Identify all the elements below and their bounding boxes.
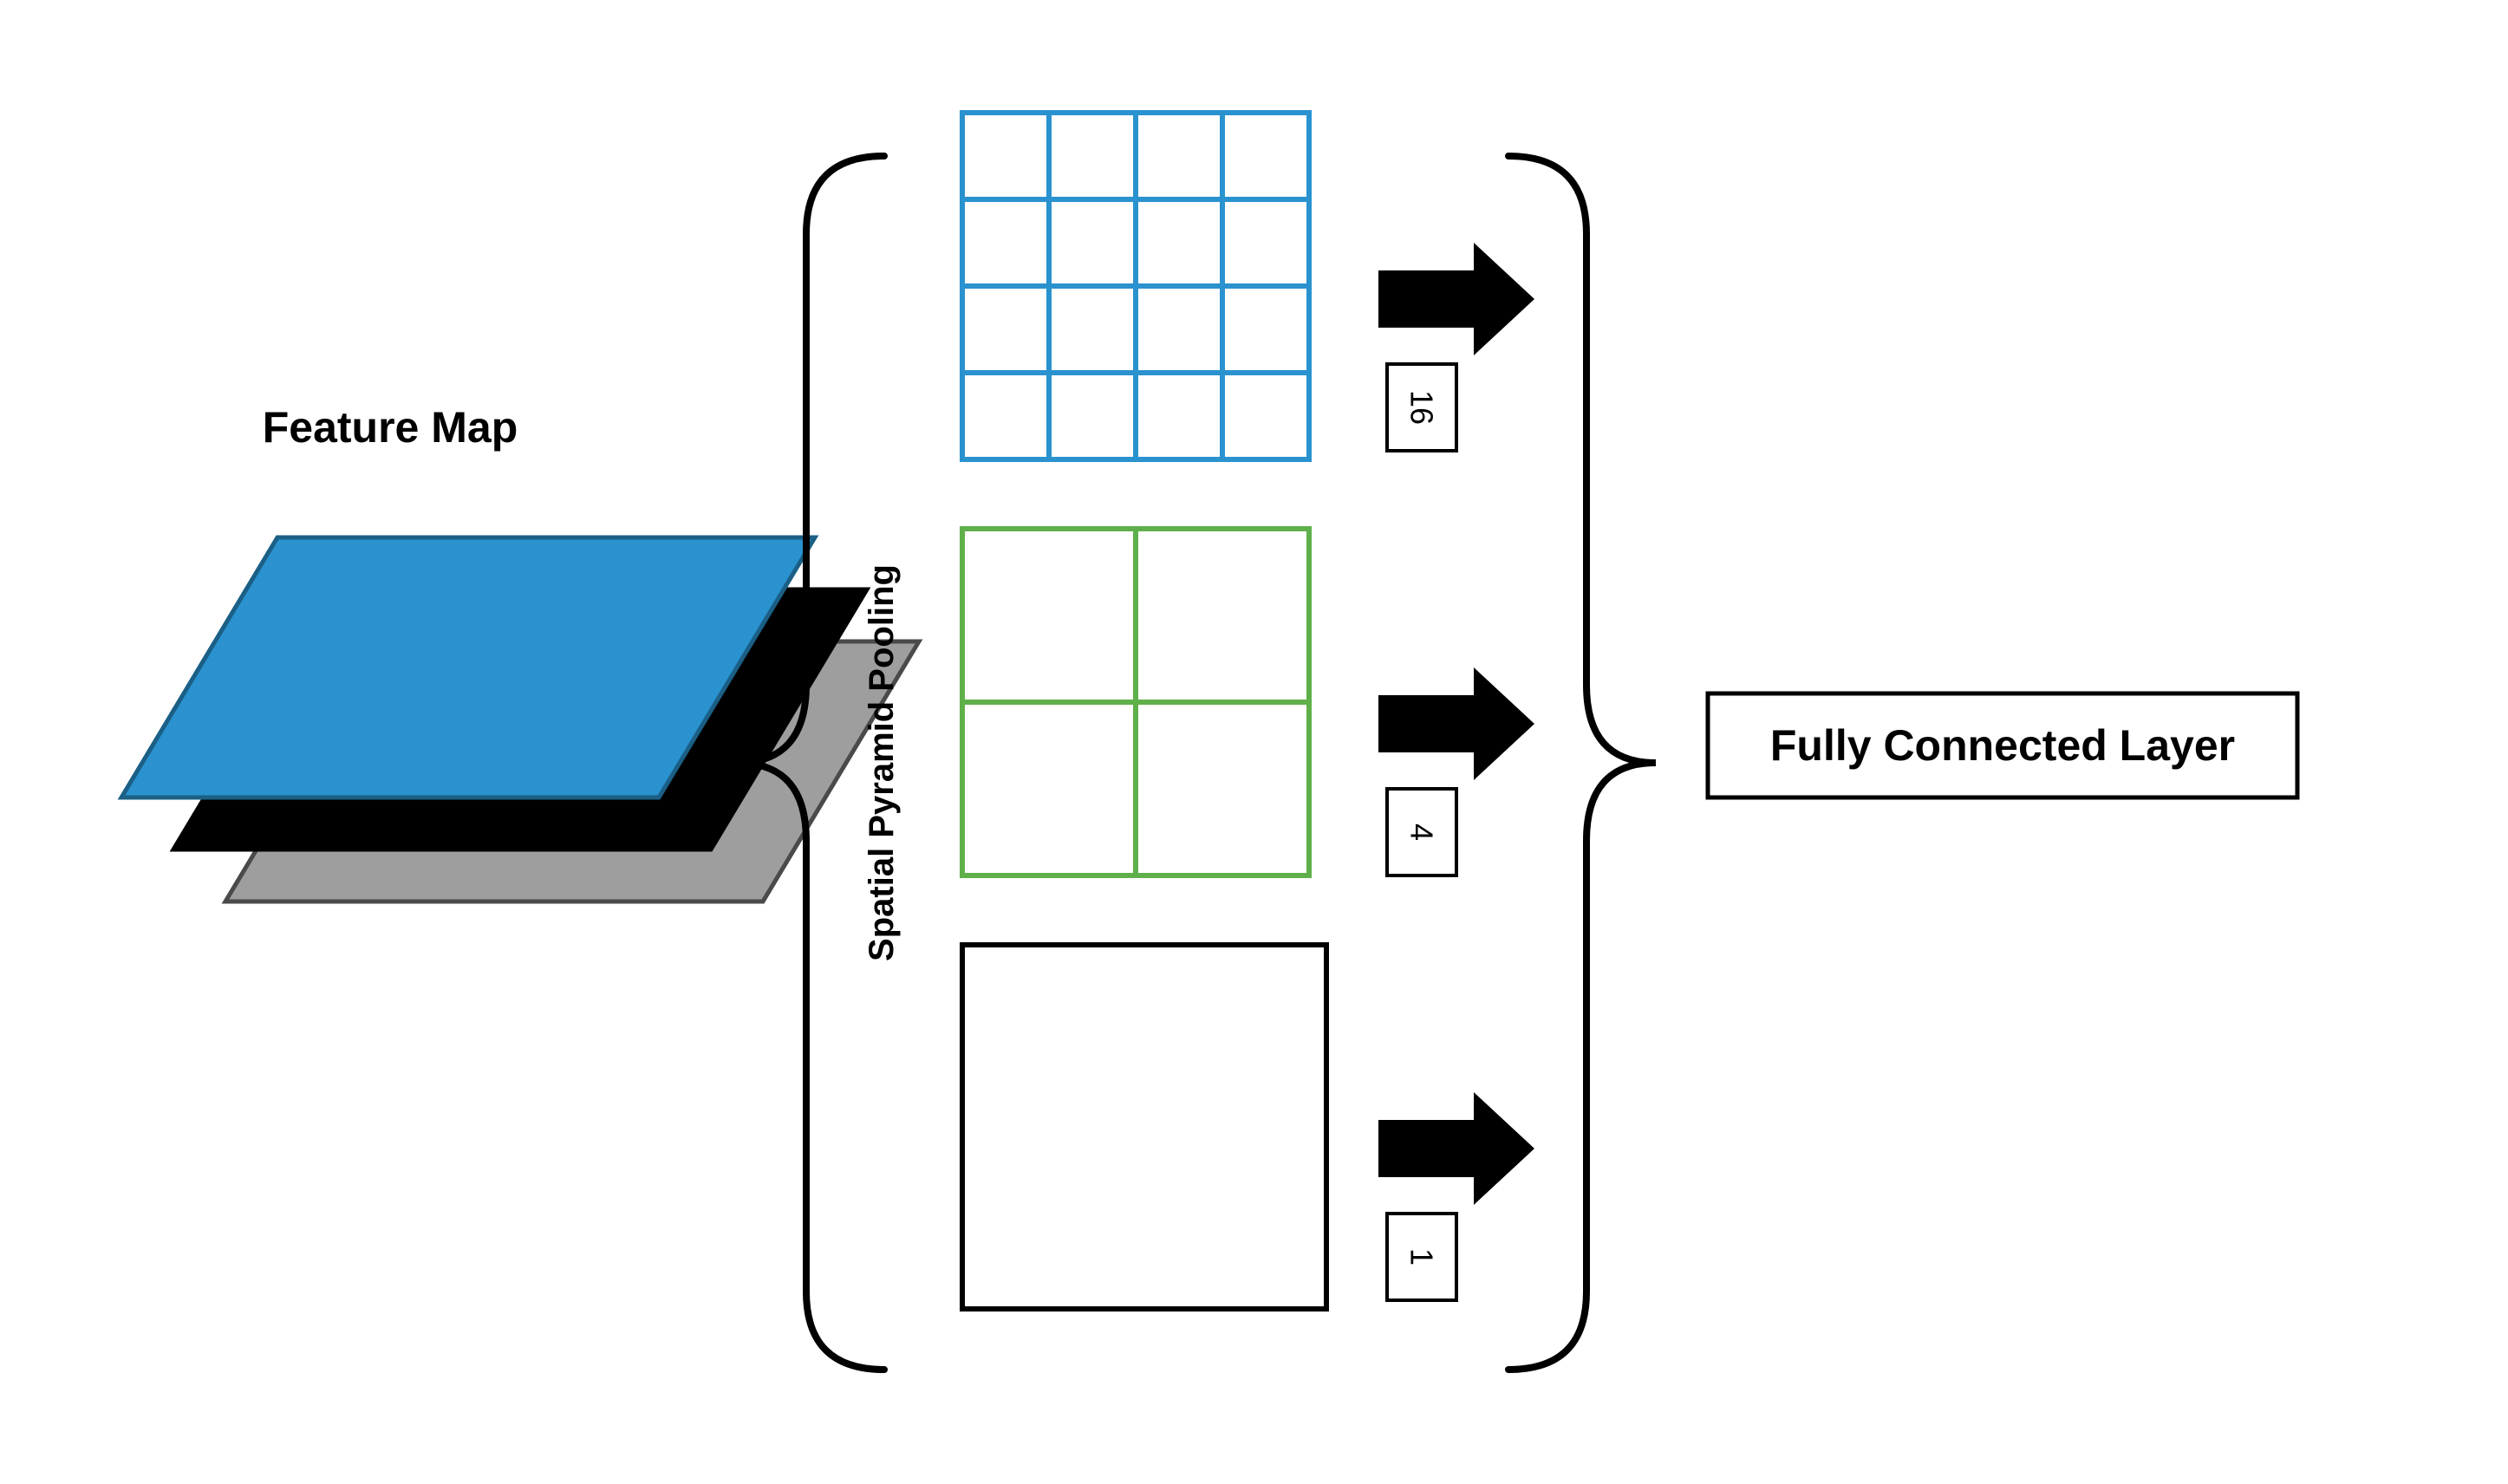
count-value-16: 16: [1404, 390, 1440, 425]
count-value-4: 4: [1404, 823, 1440, 841]
count-value-1: 1: [1404, 1248, 1440, 1266]
feature-map-title: Feature Map: [263, 403, 518, 452]
count-box-1: 1: [1387, 1214, 1456, 1300]
spp-label: Spatial Pyramid Pooling: [863, 564, 901, 961]
fc-layer-label: Fully Connected Layer: [1770, 721, 2235, 770]
count-box-16: 16: [1387, 364, 1456, 451]
count-box-4: 4: [1387, 789, 1456, 875]
